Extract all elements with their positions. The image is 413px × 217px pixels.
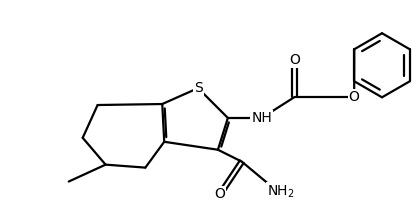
Text: O: O <box>289 53 300 67</box>
Text: S: S <box>194 81 202 95</box>
Text: NH$_2$: NH$_2$ <box>267 183 295 200</box>
Text: O: O <box>214 187 225 201</box>
Text: O: O <box>349 90 360 104</box>
Text: NH: NH <box>252 111 272 125</box>
